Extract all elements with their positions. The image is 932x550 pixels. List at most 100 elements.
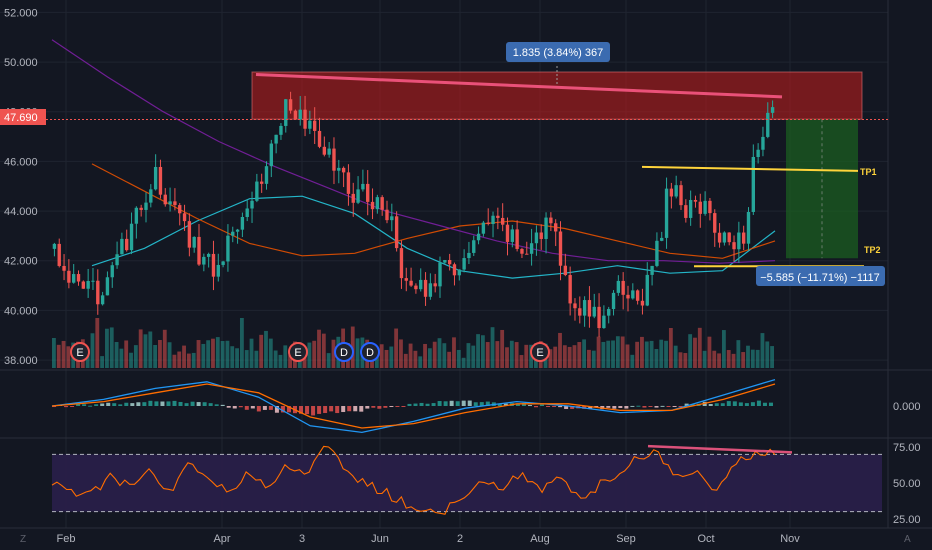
macd-histogram-bar — [256, 406, 261, 412]
macd-histogram-bar — [142, 402, 147, 406]
candle-body — [737, 232, 741, 250]
volume-bar — [471, 345, 476, 368]
macd-histogram-bar — [552, 406, 557, 407]
macd-histogram-bar — [750, 402, 755, 406]
volume-bar — [640, 336, 644, 368]
earnings-marker[interactable]: E — [70, 342, 90, 362]
volume-bar — [288, 355, 292, 368]
candle-body — [640, 300, 645, 306]
target-zone[interactable] — [786, 119, 858, 259]
macd-histogram-bar — [190, 401, 195, 406]
candle-body — [433, 283, 437, 287]
candle-body — [713, 213, 717, 233]
volume-bar — [273, 350, 278, 368]
volume-bar — [211, 338, 215, 368]
candle-body — [173, 201, 177, 206]
volume-bar — [721, 330, 726, 368]
macd-histogram-bar — [118, 404, 123, 406]
volume-bar — [312, 340, 317, 368]
volume-bar — [399, 339, 403, 368]
volume-bar — [66, 346, 71, 368]
candle-body — [631, 290, 635, 299]
volume-bar — [389, 346, 394, 368]
volume-bar — [495, 341, 500, 368]
volume-bar — [649, 340, 654, 368]
candle-body — [96, 280, 100, 305]
candle-body — [655, 240, 659, 266]
price-axis[interactable]: 52.00050.00048.00046.00044.00042.00040.0… — [4, 7, 921, 525]
volume-bars — [52, 318, 774, 368]
time-tick-label: Aug — [530, 533, 550, 545]
macd-histogram-bar — [618, 406, 623, 409]
macd-histogram-bar — [473, 402, 478, 406]
volume-bar — [615, 336, 620, 368]
candle-body — [105, 277, 110, 296]
candle-body — [332, 148, 336, 171]
macd-histogram-bar — [160, 401, 165, 406]
volume-bar — [697, 327, 702, 368]
macd-line — [51, 378, 776, 434]
volume-bar — [235, 348, 239, 368]
rsi-tick-label: 25.00 — [893, 514, 921, 526]
macd-histogram-bar — [672, 406, 677, 407]
candle-body — [664, 188, 669, 238]
auto-scale-button[interactable]: A — [904, 534, 911, 545]
macd-histogram-bar — [732, 401, 737, 406]
volume-bar — [61, 340, 66, 368]
volume-bar — [408, 343, 413, 368]
timezone-icon: Z — [20, 534, 26, 545]
candle-body — [86, 280, 90, 289]
macd-histogram-bar — [666, 406, 671, 407]
volume-bar — [678, 352, 683, 368]
dividend-marker[interactable]: D — [334, 342, 354, 362]
time-tick-label: Sep — [616, 533, 636, 545]
timezone-button[interactable]: Z — [20, 534, 26, 545]
candle-body — [635, 290, 640, 301]
macd-histogram-bar — [768, 402, 773, 406]
volume-bar — [167, 342, 172, 368]
volume-bar — [736, 340, 741, 368]
volume-bar — [423, 343, 427, 368]
macd-tick-label: 0.000 — [893, 401, 921, 413]
volume-bar — [403, 353, 408, 368]
volume-bar — [558, 332, 562, 368]
volume-bar — [582, 339, 587, 368]
candle-body — [298, 109, 302, 120]
candle-body — [443, 260, 447, 263]
dividend-marker[interactable]: D — [360, 342, 380, 362]
macd-histogram-bar — [208, 403, 213, 406]
macd-histogram-bar — [648, 406, 653, 407]
candle-body — [240, 216, 245, 230]
volume-bar — [770, 346, 774, 368]
macd-histogram-bar — [690, 404, 695, 406]
macd-histogram-bar — [437, 401, 442, 406]
candle-body — [327, 148, 331, 155]
volume-bar — [244, 350, 249, 368]
candle-body — [684, 205, 688, 218]
candle-body — [592, 306, 596, 317]
candle-body — [578, 308, 582, 316]
candle-body — [496, 215, 500, 218]
macd-histogram-bar — [606, 406, 611, 408]
macd-histogram-bar — [630, 405, 635, 407]
volume-bar — [644, 341, 649, 368]
measure-up-label[interactable]: 1.835 (3.84%) 367 — [506, 42, 610, 62]
macd-histogram-bar — [226, 406, 231, 408]
earnings-marker[interactable]: E — [288, 342, 308, 362]
candle-body — [76, 274, 81, 282]
candle-body — [558, 231, 563, 266]
macd-histogram-bar — [401, 406, 406, 407]
earnings-marker[interactable]: E — [530, 342, 550, 362]
price-tick-label: 38.000 — [4, 355, 38, 367]
volume-bar — [577, 342, 582, 368]
measure-down-label[interactable]: −5.585 (−11.71%) −1117 — [756, 266, 885, 286]
candle-body — [264, 166, 269, 184]
measure-down-text: −5.585 (−11.71%) −1117 — [760, 272, 880, 284]
candle-body — [100, 295, 105, 305]
candle-body — [221, 261, 225, 265]
candle-body — [197, 236, 201, 265]
candle-body — [554, 223, 558, 232]
time-axis[interactable]: Feb Apr 3 Jun 2 Aug Sep Oct Nov — [57, 533, 801, 545]
